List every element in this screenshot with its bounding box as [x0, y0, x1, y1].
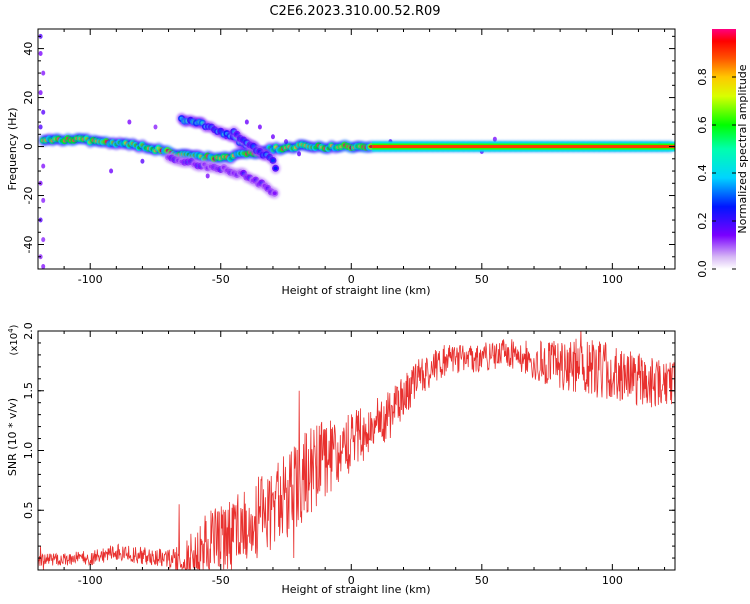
noise-speckle: [153, 124, 158, 130]
noise-speckle: [205, 173, 210, 179]
noise-speckle: [244, 119, 249, 125]
noise-speckle: [38, 124, 43, 130]
noise-speckle: [38, 50, 43, 56]
noise-speckle: [492, 136, 497, 142]
x-tick-label: 50: [475, 273, 489, 286]
x-tick-label: 50: [475, 574, 489, 587]
noise-speckle: [41, 197, 46, 203]
x-tick-label: -100: [78, 574, 103, 587]
ridge-core: [270, 158, 275, 163]
colorbar-tick-label: 0.2: [696, 212, 709, 230]
flat-band-core: [372, 145, 675, 149]
spectrogram-y-axis-label: Frequency (Hz): [6, 108, 19, 191]
x-tick-label: 0: [348, 574, 355, 587]
colorbar-tick-label: 0.6: [696, 116, 709, 134]
ridge-core: [272, 191, 277, 196]
ridge-core: [273, 166, 278, 171]
snr-series-line: [38, 331, 675, 570]
spectrogram-heatmap: [38, 33, 675, 269]
snr-y-axis-label: SNR (10 * v/v): [6, 398, 19, 476]
x-tick-label: 100: [602, 574, 623, 587]
spectral-ridge: [163, 151, 280, 199]
noise-speckle: [270, 134, 275, 140]
colorbar-tick-label: 0.4: [696, 164, 709, 182]
x-tick-label: -100: [78, 273, 103, 286]
noise-speckle: [257, 124, 262, 130]
y-tick-label: 1.5: [22, 382, 35, 400]
noise-speckle: [41, 163, 46, 169]
colorbar-gradient: [712, 29, 736, 269]
noise-speckle: [41, 237, 46, 243]
spectral-ridge: [38, 132, 375, 165]
noise-speckle: [297, 151, 302, 157]
spectrogram-frame: [37, 28, 676, 270]
y-tick-label: 1.0: [22, 442, 35, 460]
spectrogram-y-ticks: 40 20 0 -20 -40: [22, 35, 675, 270]
x-tick-label: 100: [602, 273, 623, 286]
snr-x-ticks: -100 -50 0 50 100: [37, 331, 666, 587]
noise-speckle: [140, 158, 145, 164]
spectral-ridge: [228, 126, 281, 174]
noise-speckle: [41, 264, 46, 269]
snr-panel: -100 -50 0 50 100 0.5 1.0 1.5 2.0 Height of str…: [6, 322, 676, 596]
colorbar-tick-label: 0.8: [696, 68, 709, 86]
noise-speckle: [38, 90, 43, 96]
snr-scale-factor: (x104): [7, 324, 20, 355]
x-tick-label: -50: [212, 574, 230, 587]
y-tick-label: 40: [22, 42, 35, 56]
colorbar-ticks: 0.0 0.2 0.4 0.6 0.8: [696, 68, 736, 278]
noise-speckle: [41, 70, 46, 76]
colorbar-label: Normalized spectral amplitude: [736, 64, 749, 233]
y-tick-label: 0.5: [22, 502, 35, 520]
y-tick-label: 20: [22, 91, 35, 105]
noise-speckle: [109, 168, 114, 174]
colorbar: 0.0 0.2 0.4 0.6 0.8 Normalized spectral ampl…: [696, 29, 749, 278]
y-tick-label: -20: [22, 187, 35, 205]
y-tick-label: 2.0: [22, 322, 35, 340]
noise-speckle: [127, 119, 132, 125]
y-tick-label: -40: [22, 236, 35, 254]
colorbar-tick-label: 0.0: [696, 260, 709, 278]
snr-x-axis-label: Height of straight line (km): [281, 583, 430, 596]
spectrogram-panel: -100 -50 0 50 100 40 20 0 -20 -40 Height of stra…: [6, 28, 676, 297]
noise-speckle: [41, 109, 46, 115]
y-tick-label: 0: [22, 143, 35, 150]
x-tick-label: 0: [348, 273, 355, 286]
spectrogram-x-ticks: -100 -50 0 50 100: [37, 29, 666, 286]
snr-y-ticks: 0.5 1.0 1.5 2.0: [22, 322, 675, 559]
spectrogram-x-axis-label: Height of straight line (km): [281, 284, 430, 297]
figure-title: C2E6.2023.310.00.52.R09: [269, 4, 440, 19]
snr-line-plot: [38, 331, 675, 570]
x-tick-label: -50: [212, 273, 230, 286]
